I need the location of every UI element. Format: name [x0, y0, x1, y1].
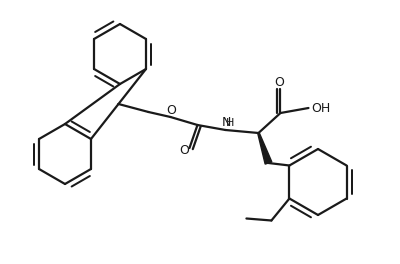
Polygon shape: [258, 133, 272, 164]
Text: H: H: [226, 118, 235, 128]
Text: O: O: [166, 103, 176, 116]
Text: O: O: [274, 77, 284, 89]
Text: O: O: [180, 144, 190, 158]
Text: N: N: [222, 116, 231, 130]
Text: OH: OH: [311, 101, 330, 115]
